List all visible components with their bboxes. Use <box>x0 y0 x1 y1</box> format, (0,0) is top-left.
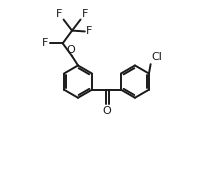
Text: F: F <box>82 8 88 19</box>
Text: Cl: Cl <box>151 53 162 62</box>
Text: F: F <box>42 38 49 48</box>
Text: F: F <box>86 27 93 36</box>
Text: O: O <box>67 45 75 55</box>
Text: F: F <box>56 8 62 19</box>
Text: O: O <box>102 106 111 116</box>
